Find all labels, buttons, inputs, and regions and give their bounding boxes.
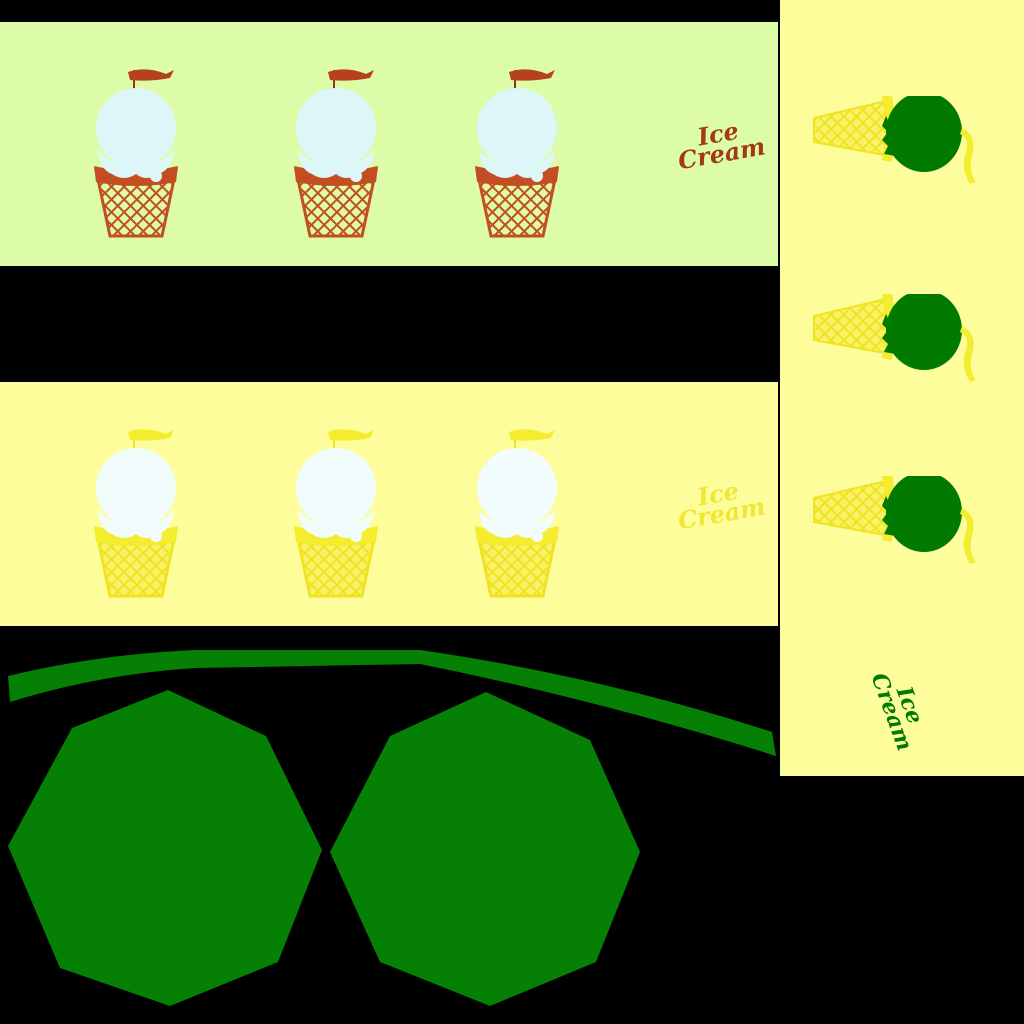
ice-cream-cone-icon	[86, 418, 186, 598]
ice-cream-cone-icon	[812, 294, 992, 390]
ice-cream-logo: Ice Cream	[675, 475, 768, 536]
ice-cream-cone-icon	[467, 58, 567, 238]
ice-cream-logo: Ice Cream	[865, 669, 929, 755]
ice-cream-cone-icon	[286, 418, 386, 598]
green-octagon-left	[8, 690, 322, 1006]
ice-cream-strip-middle: Ice Cream	[0, 382, 778, 626]
ice-cream-cone-icon	[812, 476, 992, 572]
ice-cream-cone-icon	[286, 58, 386, 238]
green-band	[8, 650, 776, 756]
ice-cream-logo: Ice Cream	[675, 115, 768, 176]
ice-cream-strip-side: Ice Cream	[780, 0, 1024, 776]
ice-cream-strip-top: Ice Cream	[0, 22, 778, 266]
ice-cream-cone-icon	[467, 418, 567, 598]
ice-cream-cone-icon	[86, 58, 186, 238]
ice-cream-cone-icon	[812, 96, 992, 192]
green-octagon-right	[330, 692, 640, 1006]
